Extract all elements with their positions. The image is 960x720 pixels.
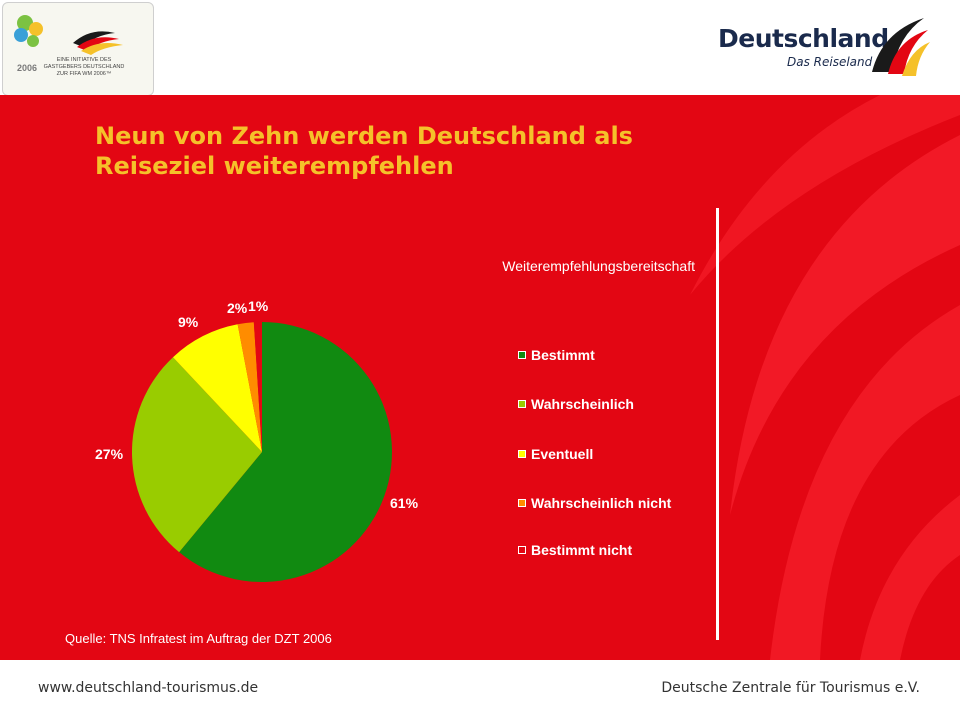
vertical-divider bbox=[716, 208, 719, 640]
wm-emblem-icon bbox=[14, 15, 123, 55]
data-label-bestimmt: 61% bbox=[390, 495, 419, 511]
decorative-swoosh bbox=[690, 95, 960, 660]
legend-label: Wahrscheinlich bbox=[531, 396, 634, 412]
header-bar: 2006 EINE INITIATIVE DES GASTGEBERS DEUT… bbox=[0, 0, 960, 96]
legend-swatch bbox=[518, 499, 526, 507]
legend-item-wahrscheinlich: Wahrscheinlich bbox=[518, 396, 718, 414]
data-label-wahrscheinlich: 27% bbox=[95, 446, 124, 462]
source-note: Quelle: TNS Infratest im Auftrag der DZT… bbox=[65, 631, 332, 646]
fifa-wm-2006-logo: 2006 EINE INITIATIVE DES GASTGEBERS DEUT… bbox=[2, 2, 154, 96]
pie-slice-bestimmt bbox=[179, 322, 392, 582]
footer-organization: Deutsche Zentrale für Tourismus e.V. bbox=[661, 680, 920, 696]
chart-title: Weiterempfehlungsbereitschaft bbox=[502, 258, 695, 274]
legend-item-bestimmt-nicht: Bestimmt nicht bbox=[518, 542, 718, 560]
content-panel: Neun von Zehn werden Deutschland als Rei… bbox=[0, 95, 960, 660]
legend-swatch bbox=[518, 450, 526, 458]
legend-swatch bbox=[518, 351, 526, 359]
legend-label: Wahrscheinlich nicht bbox=[531, 495, 672, 511]
data-label-bestimmt-nicht: 1% bbox=[248, 298, 269, 314]
slide-title: Neun von Zehn werden Deutschland als Rei… bbox=[95, 122, 633, 180]
footer-bar: www.deutschland-tourismus.de Deutsche Ze… bbox=[0, 660, 960, 720]
data-label-wahrscheinlich-nicht: 2% bbox=[227, 300, 248, 316]
legend-label: Bestimmt nicht bbox=[531, 542, 633, 558]
footer-url: www.deutschland-tourismus.de bbox=[38, 680, 259, 696]
wm-logo-caption: EINE INITIATIVE DES GASTGEBERS DEUTSCHLA… bbox=[43, 57, 125, 77]
legend-label: Bestimmt bbox=[531, 347, 595, 363]
de-logo-flame-icon bbox=[872, 18, 930, 76]
pie-slice-wahrscheinlich bbox=[131, 357, 262, 553]
pie-slice-bestimmt-nicht bbox=[253, 322, 262, 452]
de-logo-brand: Deutschland bbox=[718, 24, 889, 53]
legend-item-eventuell: Eventuell bbox=[518, 446, 718, 464]
deutschland-das-reiseland-logo: Deutschland Das Reiseland bbox=[712, 12, 952, 84]
pie-chart bbox=[131, 322, 392, 582]
legend-item-wahrscheinlich-nicht: Wahrscheinlich nicht bbox=[518, 495, 718, 513]
pie-slice-wahrscheinlich-nicht bbox=[237, 322, 262, 452]
legend-item-bestimmt: Bestimmt bbox=[518, 347, 718, 365]
legend-swatch bbox=[518, 546, 526, 554]
legend-label: Eventuell bbox=[531, 446, 594, 462]
wm-logo-year: 2006 bbox=[17, 63, 38, 73]
pie-slice-eventuell bbox=[173, 324, 262, 452]
de-logo-tagline: Das Reiseland bbox=[787, 55, 873, 69]
data-label-eventuell: 9% bbox=[178, 314, 199, 330]
legend-swatch bbox=[518, 400, 526, 408]
